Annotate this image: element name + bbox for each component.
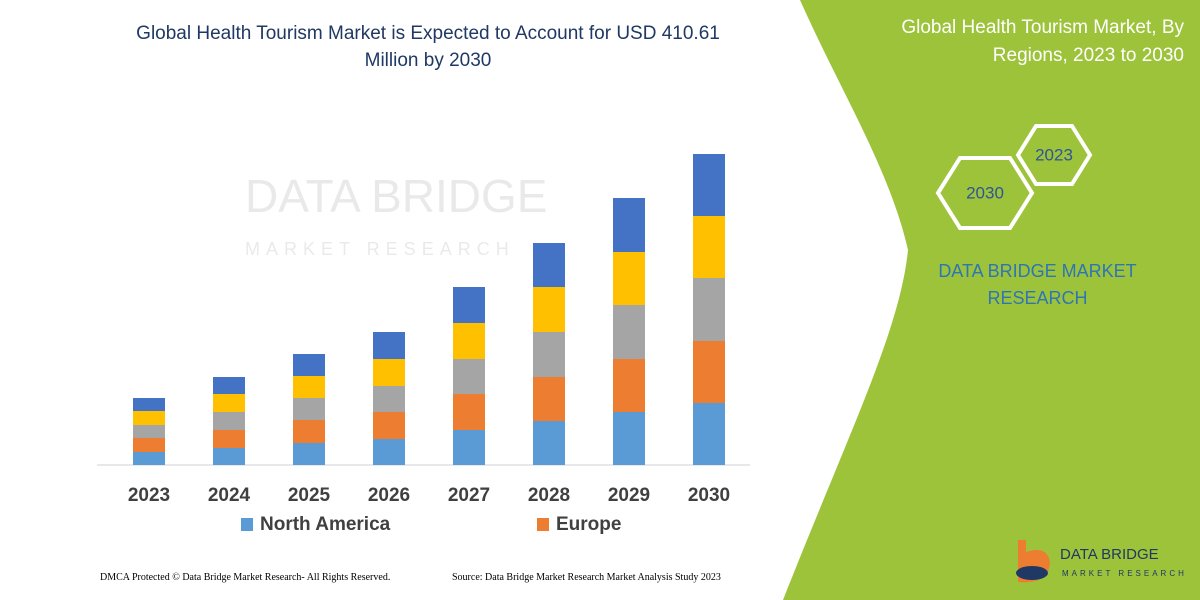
bar-segment	[533, 377, 565, 421]
bar-segment	[453, 359, 485, 394]
bar-segment	[533, 243, 565, 287]
logo: DATA BRIDGE MARKET RESEARCH	[1016, 540, 1187, 583]
bar-segment	[293, 376, 325, 398]
bar-segment	[693, 154, 725, 216]
bar-segment	[133, 398, 165, 411]
legend-marker	[537, 518, 549, 531]
bar-segment	[213, 448, 245, 465]
x-tick-label: 2025	[288, 485, 331, 506]
x-tick-label: 2030	[688, 485, 730, 506]
bar-segment	[613, 359, 645, 412]
hexagons	[935, 124, 1093, 230]
logo-tagline: MARKET RESEARCH	[1062, 569, 1187, 578]
x-tick-label: 2026	[368, 485, 410, 506]
watermark-text: DATA BRIDGE	[245, 170, 547, 222]
side-panel	[783, 0, 1200, 600]
bar-segment	[693, 216, 725, 278]
brand: DATA BRIDGE MARKET RESEARCH	[938, 261, 1137, 308]
x-tick-label: 2029	[608, 485, 650, 506]
bar-segment	[453, 323, 485, 359]
bar-segment	[293, 443, 325, 465]
bar-segment	[373, 439, 405, 465]
panel-title: Global Health Tourism Market, By Regions…	[901, 17, 1184, 66]
hexagon-label: 2023	[1035, 145, 1073, 164]
bar-segment	[213, 430, 245, 448]
bar-segment	[453, 394, 485, 430]
bar-segment	[133, 438, 165, 452]
hexagon-label: 2030	[966, 183, 1004, 202]
source: Source: Data Bridge Market Research Mark…	[452, 572, 721, 583]
bar-segment	[533, 421, 565, 465]
bar-segment	[453, 287, 485, 323]
bar-segment	[213, 394, 245, 412]
bar-segment	[373, 386, 405, 412]
bar-segment	[693, 278, 725, 341]
bar-segment	[533, 332, 565, 377]
bar-segment	[373, 332, 405, 359]
bar-segment	[693, 341, 725, 403]
watermark-text: MARKET RESEARCH	[245, 239, 515, 259]
bar-segment	[613, 305, 645, 359]
bar-segment	[293, 398, 325, 420]
bar-segment	[133, 411, 165, 425]
logo-name: DATA BRIDGE	[1060, 546, 1159, 563]
bar-segment	[133, 452, 165, 465]
x-tick-label: 2023	[128, 485, 170, 506]
copyright: DMCA Protected © Data Bridge Market Rese…	[100, 572, 391, 583]
bar-segment	[693, 403, 725, 465]
bar-segment	[453, 430, 485, 465]
bar-segment	[373, 412, 405, 439]
watermark: DATA BRIDGE MARKET RESEARCH	[245, 170, 547, 259]
chart-title: Global Health Tourism Market is Expected…	[136, 23, 720, 71]
bar-segment	[373, 359, 405, 386]
bar-segment	[213, 377, 245, 394]
bar-segment	[213, 412, 245, 430]
x-tick-label: 2024	[208, 485, 251, 506]
x-tick-label: 2027	[448, 485, 490, 506]
bar-segment	[613, 198, 645, 252]
bar-segment	[613, 252, 645, 305]
bar-segment	[293, 354, 325, 376]
legend-marker	[241, 518, 253, 531]
bar-segment	[293, 420, 325, 443]
legend-label: Europe	[556, 514, 621, 535]
bar-segment	[613, 412, 645, 465]
x-tick-label: 2028	[528, 485, 570, 506]
legend-label: North America	[260, 514, 391, 535]
bar-segment	[533, 287, 565, 332]
bar-segment	[133, 425, 165, 438]
